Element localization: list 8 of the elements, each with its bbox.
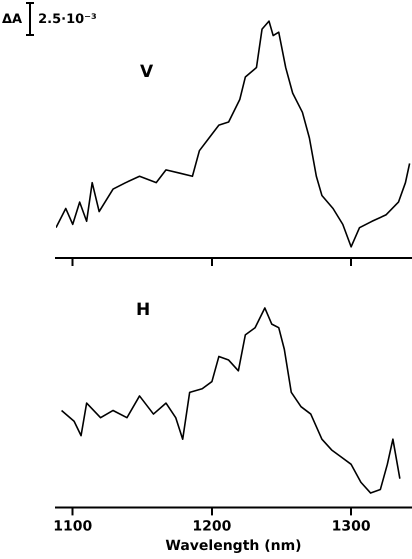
annotation: 2.5·10⁻³ [38,12,97,26]
annotation: V [140,62,154,82]
x-axis-title: Wavelength (nm) [165,538,302,554]
x-tick-label: 1100 [53,518,92,534]
x-tick-label: 1200 [192,518,232,534]
text: ΔA [2,12,22,26]
x-tick-label: 1300 [332,518,371,534]
annotation: H [136,300,150,320]
